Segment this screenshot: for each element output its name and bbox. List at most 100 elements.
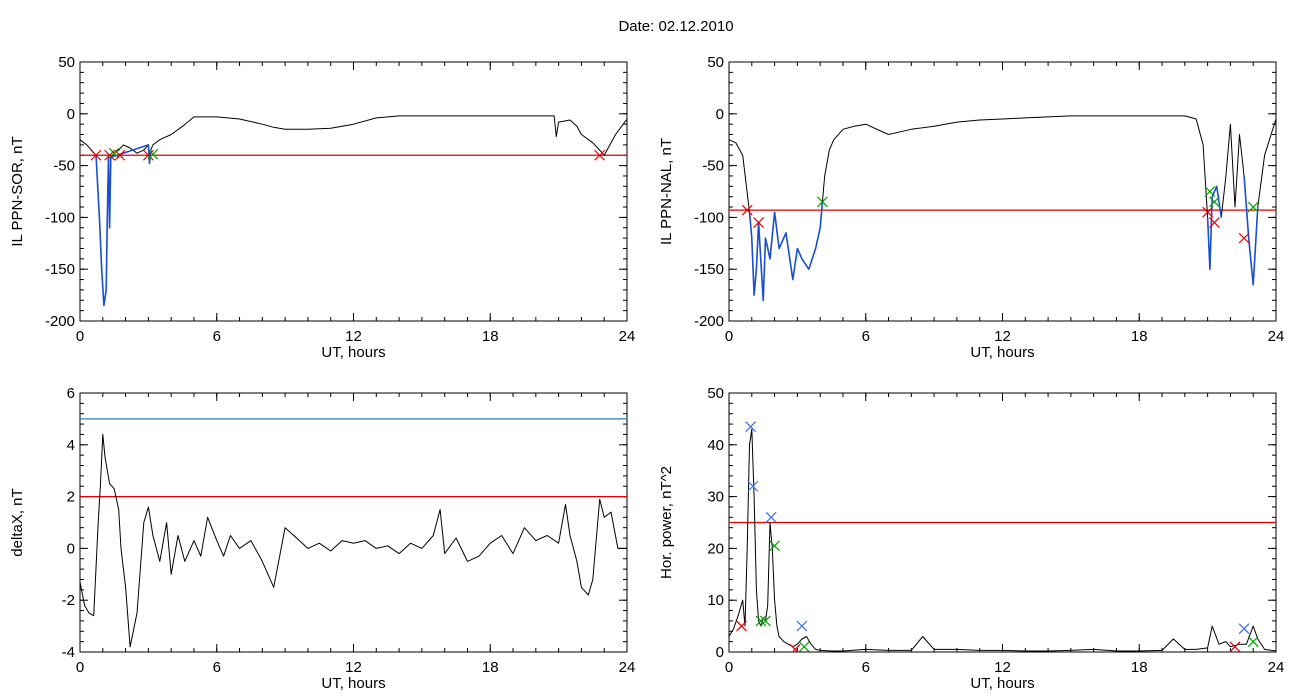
x-marker (1204, 186, 1216, 197)
y-tick-label: 0 (716, 644, 724, 661)
x-tick-label: 6 (213, 328, 221, 345)
y-tick-label: 10 (707, 592, 724, 609)
y-tick-label: -50 (53, 158, 75, 175)
x-tick-label: 18 (1131, 328, 1148, 345)
x-marker-stroke (1247, 201, 1259, 213)
x-marker-stroke (747, 480, 759, 492)
y-tick-label: -100 (694, 209, 724, 226)
x-axis-label: UT, hours (321, 675, 385, 692)
y-tick-label: -50 (702, 158, 724, 175)
x-tick-label: 18 (482, 659, 499, 676)
plot-frame (728, 61, 1277, 322)
x-marker (114, 149, 126, 161)
series-line (1206, 185, 1223, 271)
x-marker (1202, 206, 1214, 218)
x-marker-stroke (1209, 196, 1220, 208)
panel-power: 0 6 12 18 24 0 10 20 30 40 50 UT, hours Hor. power, … (658, 385, 1284, 692)
x-marker-stroke (769, 540, 781, 552)
x-marker-stroke (760, 615, 771, 627)
x-tick-label: 6 (213, 659, 221, 676)
series-line (80, 433, 627, 648)
x-marker-stroke (753, 217, 765, 229)
x-marker (753, 217, 765, 229)
plot-data-sor (80, 115, 627, 307)
series-line (748, 201, 824, 302)
y-tick-label: 50 (707, 385, 724, 402)
x-marker-stroke (1202, 206, 1214, 218)
x-marker-stroke (765, 511, 777, 523)
x-marker (1238, 232, 1250, 244)
x-marker-stroke (745, 421, 757, 433)
y-tick-label: 30 (707, 489, 724, 506)
x-marker (798, 641, 810, 652)
x-tick-label: 24 (619, 659, 636, 676)
series-line (80, 115, 627, 306)
x-tick-label: 0 (76, 659, 84, 676)
x-marker (769, 540, 781, 552)
y-tick-label: -150 (45, 261, 75, 278)
y-tick-label: -200 (45, 313, 75, 330)
y-tick-label: -4 (62, 644, 75, 661)
x-marker-stroke (1204, 186, 1216, 197)
x-marker (789, 643, 801, 652)
plot-data-nal (729, 115, 1276, 302)
x-axis-label: UT, hours (321, 344, 385, 361)
y-axis-label: IL PPN-NAL, nT (658, 138, 675, 245)
x-marker-stroke (791, 643, 801, 652)
x-marker (736, 620, 747, 632)
x-marker (745, 421, 757, 433)
x-tick-label: 18 (1131, 659, 1148, 676)
x-marker (755, 615, 767, 627)
x-axis-label: UT, hours (970, 675, 1034, 692)
y-axis-label: Hor. power, nT^2 (658, 466, 675, 579)
y-tick-label: -100 (45, 209, 75, 226)
x-marker-stroke (1247, 636, 1259, 648)
x-marker-stroke (817, 196, 828, 208)
x-marker-stroke (736, 620, 747, 632)
x-marker (90, 149, 102, 161)
x-marker-stroke (90, 149, 102, 161)
x-tick-label: 18 (482, 328, 499, 345)
x-tick-label: 12 (345, 328, 362, 345)
x-tick-label: 12 (994, 659, 1011, 676)
page-title: Date: 02.12.2010 (618, 18, 734, 35)
x-tick-label: 0 (725, 328, 733, 345)
y-tick-label: 2 (67, 489, 75, 506)
y-tick-label: 0 (716, 106, 724, 123)
x-tick-label: 24 (619, 328, 636, 345)
x-tick-label: 6 (862, 659, 870, 676)
x-marker (1209, 196, 1220, 208)
series-line (729, 115, 1276, 301)
series-line (729, 428, 1276, 652)
x-marker-stroke (108, 147, 120, 159)
x-marker (796, 620, 808, 632)
y-tick-label: 20 (707, 540, 724, 557)
x-marker (817, 196, 828, 208)
y-tick-label: 4 (67, 437, 75, 454)
x-marker (1229, 641, 1241, 652)
x-marker-stroke (147, 148, 159, 160)
x-marker (1238, 623, 1250, 635)
x-marker (108, 147, 120, 159)
x-marker (147, 148, 159, 160)
x-marker-stroke (1209, 217, 1220, 229)
x-marker-stroke (114, 149, 126, 161)
x-tick-label: 12 (345, 659, 362, 676)
x-axis-label: UT, hours (970, 344, 1034, 361)
y-tick-label: -2 (62, 592, 75, 609)
x-tick-label: 24 (1268, 328, 1285, 345)
x-marker (1209, 217, 1220, 229)
x-marker-stroke (796, 620, 808, 632)
y-tick-label: 50 (707, 54, 724, 71)
y-tick-label: 50 (58, 54, 75, 71)
x-marker-stroke (594, 149, 606, 161)
x-marker-stroke (1238, 623, 1250, 635)
x-tick-label: 24 (1268, 659, 1285, 676)
plot-data-deltax (80, 418, 627, 648)
x-marker (1247, 636, 1259, 648)
x-tick-label: 12 (994, 328, 1011, 345)
x-tick-label: 0 (76, 328, 84, 345)
x-marker (765, 511, 777, 523)
